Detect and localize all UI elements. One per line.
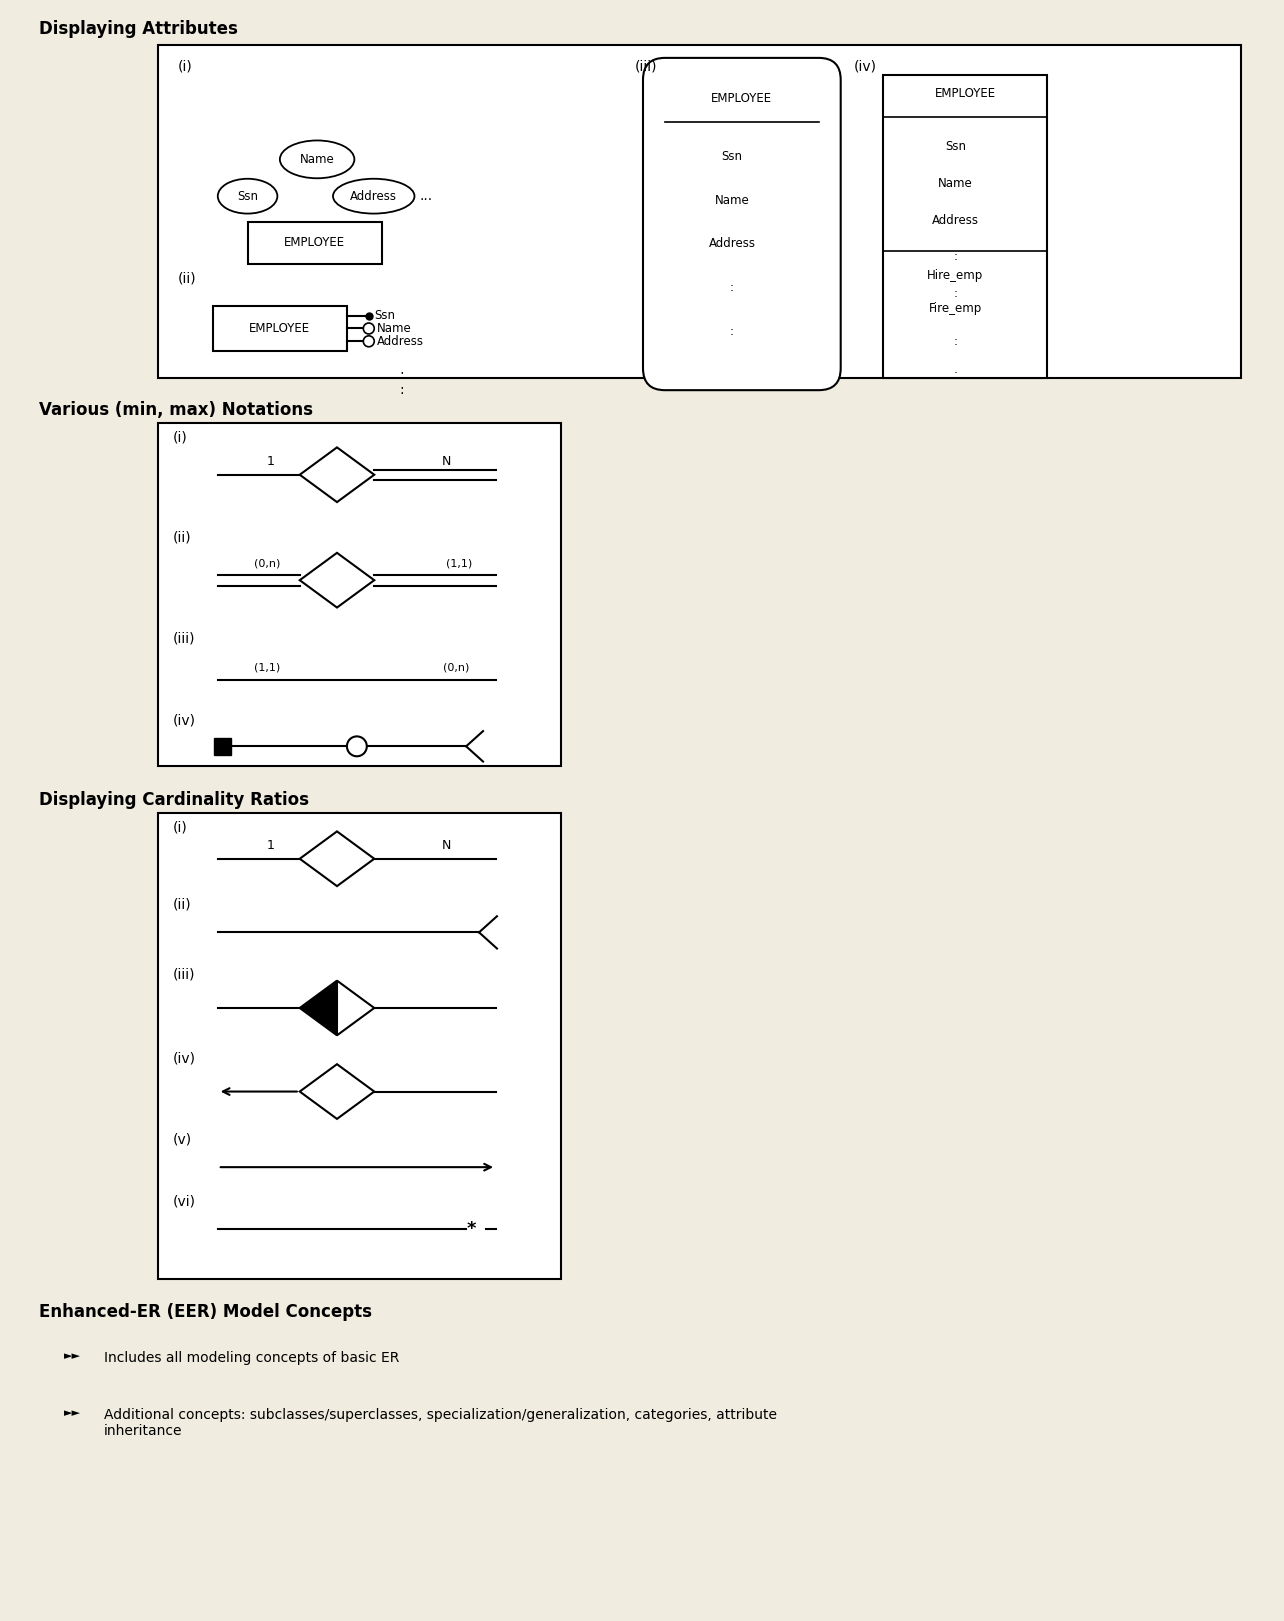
Text: Enhanced-ER (EER) Model Concepts: Enhanced-ER (EER) Model Concepts: [39, 1303, 372, 1321]
Text: :: :: [954, 287, 958, 300]
Bar: [158, 423, 561, 767]
Ellipse shape: [280, 141, 354, 178]
Text: (0,n): (0,n): [254, 558, 281, 569]
Text: Displaying Attributes: Displaying Attributes: [39, 19, 238, 37]
Text: Includes all modeling concepts of basic ER: Includes all modeling concepts of basic …: [104, 1352, 399, 1365]
Text: (i): (i): [178, 60, 193, 75]
Text: Address: Address: [376, 336, 424, 349]
Polygon shape: [299, 832, 374, 887]
Text: :: :: [729, 280, 734, 293]
Text: (iii): (iii): [173, 968, 195, 981]
Text: Hire_emp: Hire_emp: [927, 269, 984, 282]
Text: :: :: [954, 250, 958, 263]
Text: (vi): (vi): [173, 1195, 196, 1208]
Text: :: :: [399, 368, 404, 383]
Text: EMPLOYEE: EMPLOYEE: [935, 88, 996, 101]
Text: (iii): (iii): [173, 632, 195, 645]
Text: Additional concepts: subclasses/superclasses, specialization/generalization, cat: Additional concepts: subclasses/supercla…: [104, 1409, 777, 1438]
Text: :: :: [729, 324, 734, 337]
Text: Name: Name: [376, 323, 411, 336]
Circle shape: [347, 736, 367, 757]
Text: (iii): (iii): [636, 60, 657, 75]
Text: (1,1): (1,1): [446, 558, 473, 569]
Text: (iv): (iv): [854, 60, 877, 75]
Text: Address: Address: [932, 214, 978, 227]
Circle shape: [363, 336, 374, 347]
Text: Address: Address: [351, 190, 397, 203]
Text: (ii): (ii): [173, 898, 191, 911]
Text: Ssn: Ssn: [722, 149, 742, 162]
Text: (ii): (ii): [178, 272, 196, 285]
Polygon shape: [299, 447, 374, 503]
Text: Displaying Cardinality Ratios: Displaying Cardinality Ratios: [39, 791, 309, 809]
Text: :: :: [954, 368, 958, 381]
Text: *: *: [466, 1221, 475, 1238]
Text: Name: Name: [939, 177, 973, 190]
Text: (ii): (ii): [173, 530, 191, 545]
Text: EMPLOYEE: EMPLOYEE: [711, 92, 773, 105]
Polygon shape: [299, 1065, 374, 1118]
Text: ►►: ►►: [64, 1352, 81, 1362]
Text: EMPLOYEE: EMPLOYEE: [249, 323, 311, 336]
Text: ...: ...: [420, 190, 433, 203]
Text: (i): (i): [173, 431, 187, 444]
Text: Ssn: Ssn: [238, 190, 258, 203]
Text: N: N: [442, 456, 451, 468]
Text: N: N: [442, 838, 451, 851]
Ellipse shape: [333, 178, 415, 214]
Polygon shape: [299, 553, 374, 608]
Text: Address: Address: [709, 237, 755, 250]
Text: Ssn: Ssn: [945, 139, 966, 152]
Text: (v): (v): [173, 1133, 193, 1146]
Circle shape: [363, 323, 374, 334]
Text: (iv): (iv): [173, 1052, 196, 1065]
Text: Name: Name: [714, 193, 750, 206]
Bar: [214, 738, 231, 755]
Text: Name: Name: [299, 152, 335, 165]
Text: EMPLOYEE: EMPLOYEE: [284, 237, 345, 250]
Text: Fire_emp: Fire_emp: [928, 302, 982, 314]
Text: Ssn: Ssn: [375, 310, 395, 323]
Text: Various (min, max) Notations: Various (min, max) Notations: [39, 400, 313, 420]
Bar: [158, 45, 1242, 378]
Polygon shape: [336, 981, 374, 1036]
Text: (1,1): (1,1): [254, 663, 281, 673]
Ellipse shape: [218, 178, 277, 214]
Bar: [883, 75, 1048, 378]
Text: :: :: [954, 336, 958, 349]
Bar: [213, 306, 347, 352]
Text: ►►: ►►: [64, 1409, 81, 1418]
Text: 1: 1: [267, 456, 275, 468]
Text: (iv): (iv): [173, 713, 196, 728]
Text: 1: 1: [267, 838, 275, 851]
Text: :: :: [399, 383, 404, 397]
Polygon shape: [299, 981, 336, 1036]
FancyBboxPatch shape: [643, 58, 841, 391]
Text: (i): (i): [173, 820, 187, 835]
Bar: [158, 814, 561, 1279]
Bar: [248, 222, 381, 264]
Text: (0,n): (0,n): [443, 663, 470, 673]
